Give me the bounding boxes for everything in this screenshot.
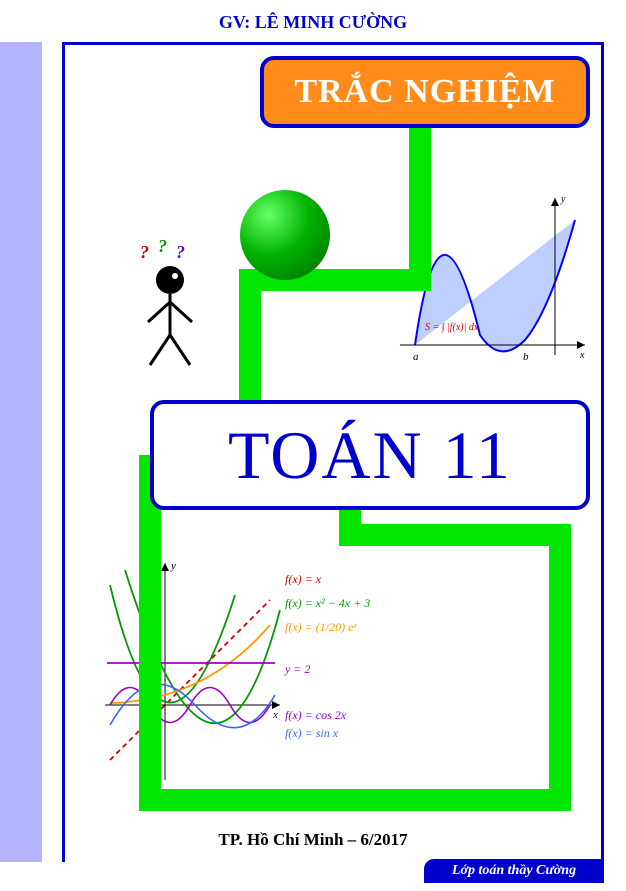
question-mark-2: ? — [158, 240, 167, 256]
question-mark-1: ? — [140, 242, 149, 262]
title-toan-11: TOÁN 11 — [150, 400, 590, 510]
green-sphere — [240, 190, 330, 280]
stick-figure-icon: ? ? ? — [120, 240, 210, 370]
question-mark-3: ? — [176, 242, 185, 262]
